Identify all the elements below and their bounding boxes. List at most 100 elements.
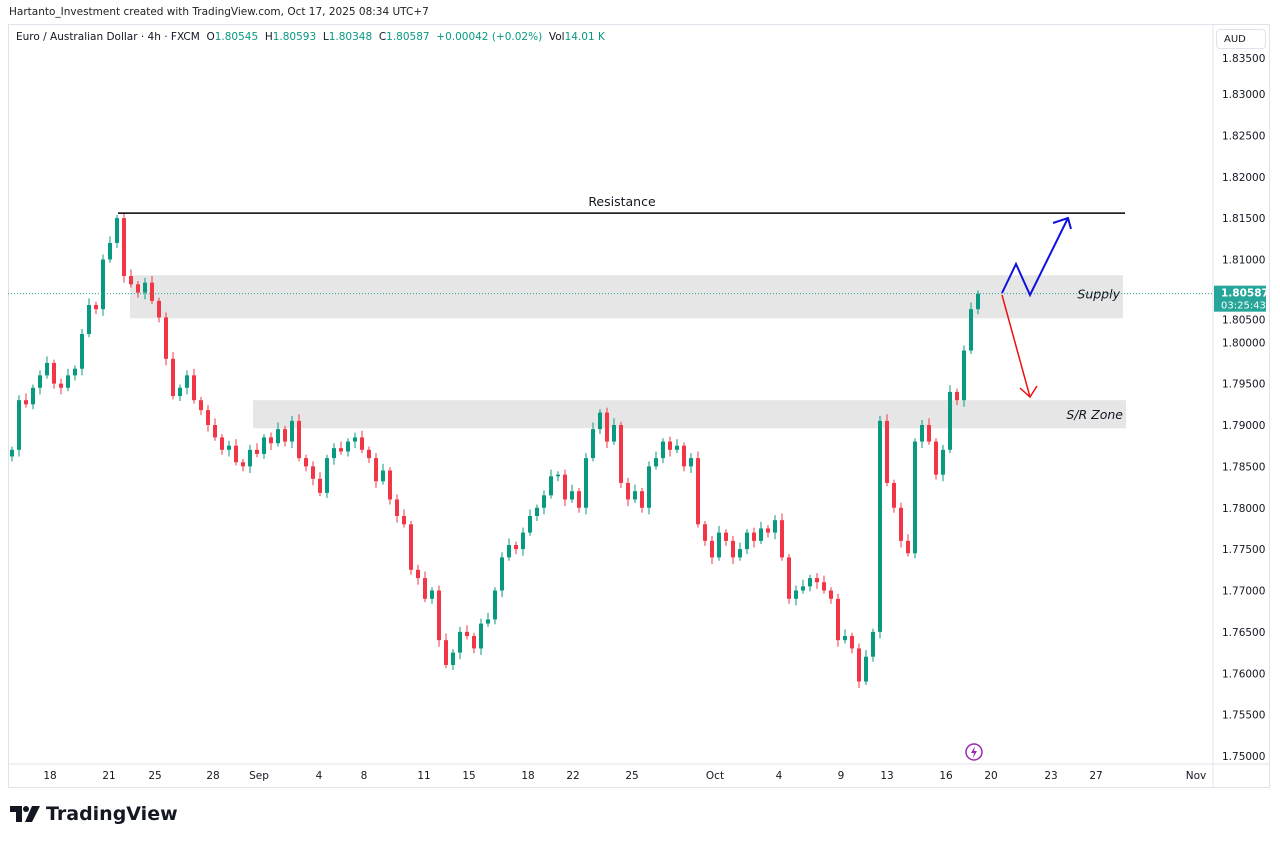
candle-body	[311, 466, 315, 479]
candle-body	[241, 462, 245, 467]
candle-body	[563, 474, 567, 500]
candle-body	[577, 491, 581, 508]
close-label: C	[378, 31, 387, 43]
candle-body	[626, 482, 630, 500]
candle-body	[612, 425, 616, 442]
y-tick-label: 1.80500	[1222, 315, 1265, 327]
candle-body	[430, 590, 434, 599]
x-tick-label: 9	[838, 770, 845, 782]
y-tick-label: 1.77000	[1222, 586, 1265, 598]
candle-body	[591, 429, 595, 459]
candle-body	[724, 532, 728, 541]
candle-body	[262, 437, 266, 454]
y-tick-label: 1.79500	[1222, 379, 1265, 391]
candle-body	[472, 636, 476, 649]
candle-body	[941, 449, 945, 475]
candle-body	[206, 410, 210, 425]
candle-body	[969, 309, 973, 351]
candle-body	[619, 425, 623, 483]
candle-body	[647, 466, 651, 508]
y-tick-label: 1.81000	[1222, 255, 1265, 267]
candle-body	[66, 375, 70, 388]
candle-body	[927, 425, 931, 442]
candle-body	[892, 482, 896, 508]
last-price-tag	[1214, 285, 1266, 312]
supply-label: Supply	[1077, 287, 1120, 302]
low-label: L	[322, 31, 329, 43]
candle-body	[59, 383, 63, 388]
candle-body	[101, 259, 105, 310]
candle-body	[451, 652, 455, 665]
x-tick-label: 18	[521, 770, 534, 782]
y-tick-label: 1.83000	[1222, 89, 1265, 101]
y-tick-label: 1.82500	[1222, 130, 1265, 142]
candle-body	[948, 391, 952, 450]
candle-body	[920, 425, 924, 442]
candle-body	[227, 445, 231, 450]
candle-body	[738, 549, 742, 558]
candle-body	[962, 350, 966, 401]
open-value: 1.80545	[214, 31, 259, 43]
y-tick-label: 1.82000	[1222, 172, 1265, 184]
candle-body	[479, 623, 483, 649]
candle-body	[416, 569, 420, 579]
candle-body	[584, 458, 588, 508]
tradingview-logo-icon	[10, 806, 40, 822]
candle-body	[115, 218, 119, 243]
symbol-legend: Euro / Australian Dollar · 4h · FXCM O1.…	[16, 31, 605, 43]
candle-body	[276, 429, 280, 444]
x-tick-label: 13	[880, 770, 893, 782]
candle-body	[192, 375, 196, 401]
tradingview-logo[interactable]: TradingView	[10, 803, 178, 825]
x-tick-label: 27	[1089, 770, 1102, 782]
candle-body	[388, 470, 392, 500]
candle-body	[689, 458, 693, 467]
candle-body	[409, 524, 413, 570]
candle-body	[493, 590, 497, 620]
x-tick-label: 18	[43, 770, 56, 782]
change-value: +0.00042 (+0.02%)	[436, 31, 543, 43]
currency-button[interactable]: AUD	[1216, 29, 1266, 49]
candle-body	[143, 282, 147, 293]
x-tick-label: Oct	[706, 770, 724, 782]
x-tick-label: Sep	[249, 770, 269, 782]
lightning-icon[interactable]	[965, 743, 983, 761]
y-tick-label: 1.75000	[1222, 751, 1265, 763]
x-tick-label: 8	[361, 770, 368, 782]
x-tick-label: 15	[462, 770, 475, 782]
candle-body	[290, 420, 294, 442]
candle-body	[150, 282, 154, 301]
x-tick-label: 11	[417, 770, 430, 782]
candle-body	[10, 449, 14, 457]
countdown-timer: 03:25:43	[1221, 301, 1266, 312]
candle-body	[934, 441, 938, 475]
y-tick-label: 1.78000	[1222, 503, 1265, 515]
candle-body	[52, 362, 56, 384]
candle-body	[787, 557, 791, 599]
low-value: 1.80348	[328, 31, 373, 43]
high-label: H	[264, 31, 273, 43]
candle-body	[556, 474, 560, 477]
candle-body	[654, 458, 658, 467]
candle-body	[794, 590, 798, 599]
y-tick-label: 1.76000	[1222, 668, 1265, 680]
candle-body	[633, 491, 637, 500]
candle-body	[346, 441, 350, 452]
candle-body	[325, 458, 329, 493]
candle-body	[171, 358, 175, 397]
candle-body	[73, 368, 77, 376]
candle-body	[500, 557, 504, 591]
volume-value: 14.01 K	[564, 31, 605, 43]
candle-body	[857, 648, 861, 682]
candle-body	[535, 507, 539, 517]
candle-body	[661, 441, 665, 459]
candle-body	[773, 520, 777, 533]
candle-body	[570, 491, 574, 500]
candle-body	[129, 276, 133, 285]
candle-body	[808, 578, 812, 587]
x-tick-label: 21	[102, 770, 115, 782]
candle-body	[878, 420, 882, 632]
candle-body	[17, 400, 21, 450]
candle-body	[780, 520, 784, 558]
